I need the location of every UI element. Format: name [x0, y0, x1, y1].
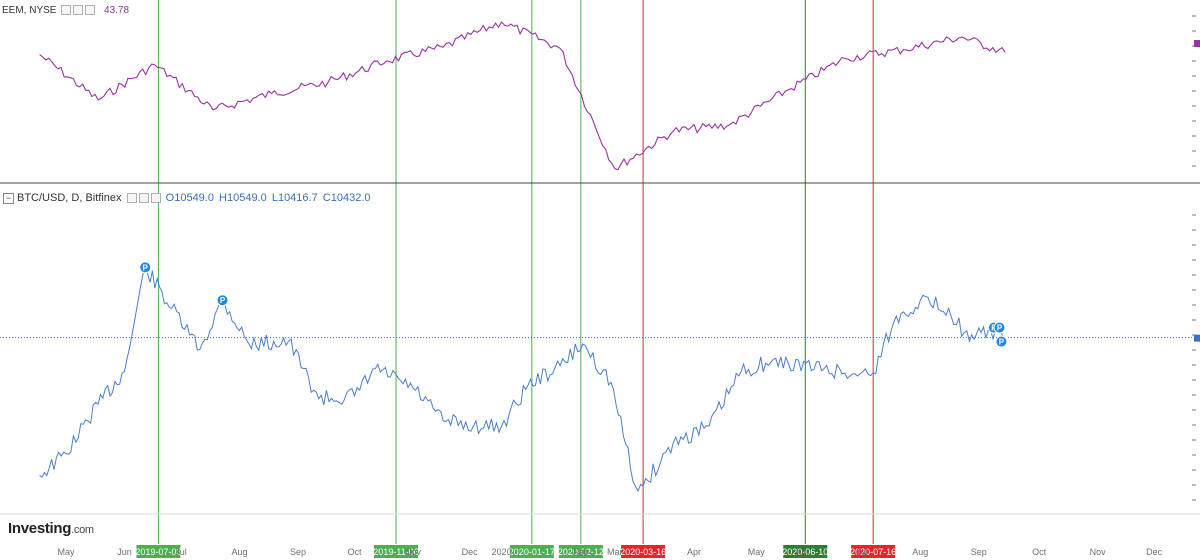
settings-icon[interactable] — [138, 193, 149, 204]
dividend-marker-label-3: P — [997, 324, 1003, 333]
eem-last-price-marker — [1194, 40, 1200, 47]
marker-label-2019-07-03: 2019-07-03 — [135, 547, 181, 557]
marker-label-bg-2019-11-06 — [374, 545, 419, 558]
dividend-marker-label-0: P — [143, 263, 149, 272]
marker-label-2019-11-06: 2019-11-06 — [373, 547, 418, 557]
logo-suffix: .com — [71, 524, 94, 536]
month-label-8: 2020 — [492, 547, 512, 557]
eem-line — [39, 21, 1006, 171]
month-label-4: Sep — [290, 547, 306, 557]
btc-line — [39, 265, 1006, 493]
marker-label-2020-02-12: 2020-02-12 — [558, 547, 604, 557]
logo-name: Investing — [8, 520, 72, 537]
month-label-17: Oct — [1032, 547, 1047, 557]
month-label-12: May — [748, 547, 766, 557]
marker-label-bg-2019-07-03 — [136, 545, 181, 558]
time-axis: 2019-07-03 2019-11-06 2020-01-17 2020-02-12… — [57, 545, 1163, 558]
eem-symbol-label: EEM, NYSE — [2, 5, 57, 17]
eem-legend-buttons[interactable] — [59, 5, 96, 16]
month-label-19: Dec — [1146, 547, 1163, 557]
vertical-markers — [157, 0, 874, 544]
pane-separator — [0, 182, 1200, 515]
month-label-7: Dec — [462, 547, 479, 557]
dividend-marker-0 — [139, 261, 152, 274]
investing-logo: Investing.com — [8, 520, 94, 537]
eye-icon[interactable] — [126, 193, 137, 204]
dividend-marker-label-4: P — [999, 338, 1005, 347]
month-label-3: Aug — [232, 547, 248, 557]
eye-icon[interactable] — [61, 5, 72, 16]
month-label-9: Feb — [573, 547, 589, 557]
btc-low: L10416.7 — [271, 192, 318, 204]
marker-label-bg-2020-06-10 — [783, 545, 828, 558]
month-label-16: Sep — [971, 547, 987, 557]
marker-label-bg-2020-03-16 — [621, 545, 666, 558]
btc-legend-buttons[interactable] — [125, 192, 161, 204]
month-label-11: Apr — [687, 547, 701, 557]
dividend-marker-3 — [993, 321, 1006, 334]
btc-legend: − BTC/USD, D, Bitfinex O10549.0 H10549.0 … — [3, 192, 371, 204]
month-label-0: May — [57, 547, 75, 557]
eem-pane — [39, 21, 1006, 171]
collapse-icon[interactable]: − — [3, 192, 14, 204]
price-scale — [1192, 15, 1200, 501]
eem-last-value: 43.78 — [104, 5, 130, 17]
marker-label-2020-06-10: 2020-06-10 — [782, 547, 828, 557]
btc-high: H10549.0 — [219, 192, 267, 204]
month-label-1: Jun — [117, 547, 132, 557]
eem-legend: EEM, NYSE 43.78 — [2, 5, 129, 16]
marker-label-2020-01-17: 2020-01-17 — [509, 547, 555, 557]
close-icon[interactable] — [150, 193, 161, 204]
marker-label-bg-2020-02-12 — [558, 545, 603, 558]
month-label-10: Mar — [607, 547, 623, 557]
month-label-2: Jul — [175, 547, 187, 557]
settings-icon[interactable] — [73, 5, 84, 16]
dividend-marker-1 — [216, 294, 229, 307]
btc-pane: PPPPP — [0, 261, 1196, 493]
month-label-15: Aug — [912, 547, 928, 557]
month-label-6: Nov — [405, 547, 422, 557]
marker-label-bg-2020-07-16 — [851, 545, 896, 558]
btc-symbol-label: BTC/USD, D, Bitfinex — [17, 192, 122, 204]
btc-last-price-marker — [1194, 334, 1200, 342]
marker-label-2020-03-16: 2020-03-16 — [620, 547, 666, 557]
marker-label-bg-2020-01-17 — [509, 545, 554, 558]
month-label-14: Jul — [856, 547, 868, 557]
month-label-5: Oct — [348, 547, 363, 557]
month-label-18: Nov — [1090, 547, 1107, 557]
btc-close: C10432.0 — [322, 192, 371, 204]
close-icon[interactable] — [85, 5, 96, 16]
month-label-13: Jun — [794, 547, 809, 557]
dividend-marker-label-1: P — [220, 296, 226, 305]
marker-label-2020-07-16: 2020-07-16 — [850, 547, 896, 557]
dividend-marker-4 — [995, 335, 1008, 348]
btc-open: O10549.0 — [165, 192, 214, 204]
